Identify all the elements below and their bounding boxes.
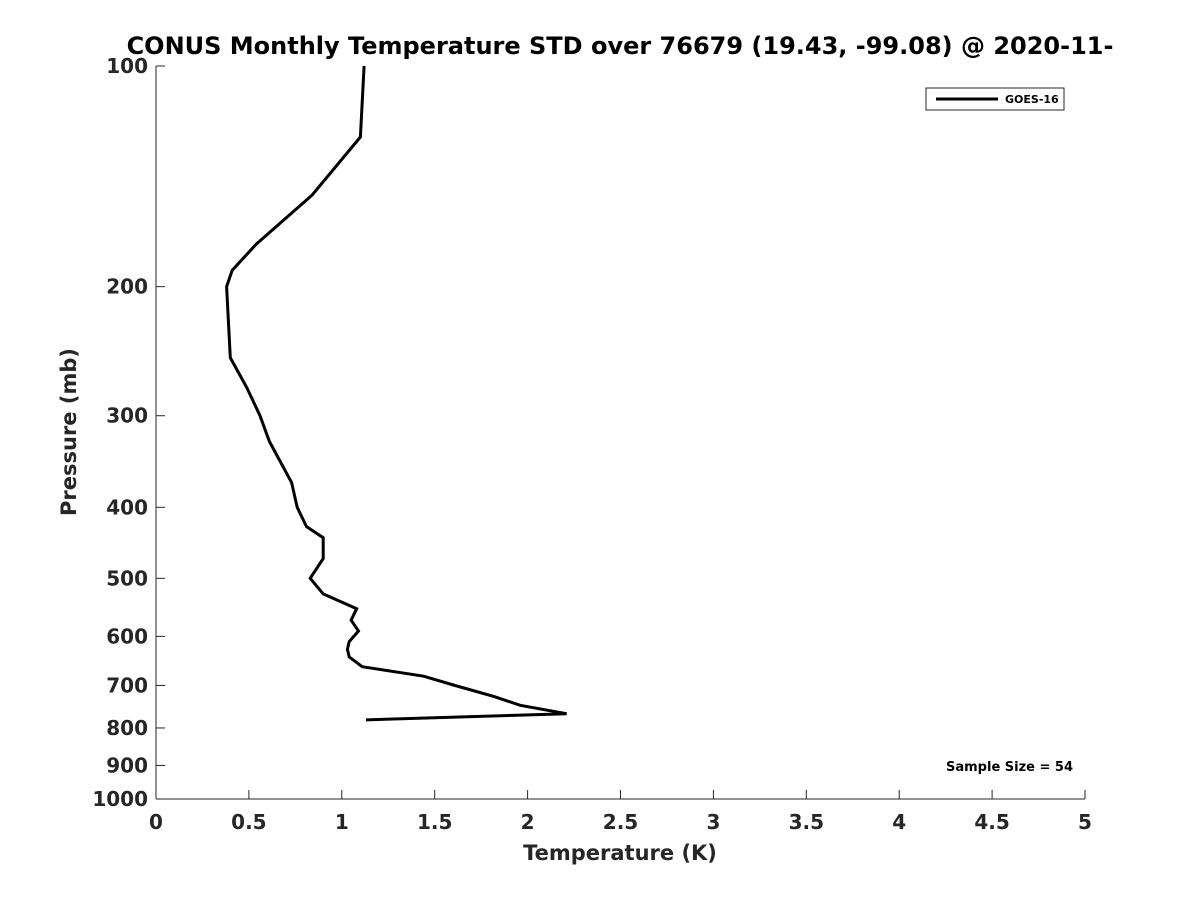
- y-axis-ticks: 100 200 300 400 500 600 700 800 900 1000: [92, 54, 165, 811]
- x-tick-label: 2.5: [603, 810, 638, 834]
- y-tick-label: 800: [106, 716, 148, 740]
- y-tick-label: 600: [106, 624, 148, 648]
- x-tick-label: 2: [521, 810, 535, 834]
- y-axis-title: Pressure (mb): [57, 348, 81, 516]
- x-tick-label: 4.5: [974, 810, 1009, 834]
- y-tick-label: 900: [106, 753, 148, 777]
- y-tick-label: 400: [106, 495, 148, 519]
- series-layer: [225, 65, 567, 722]
- x-tick-label: 0: [149, 810, 163, 834]
- x-tick-label: 3: [706, 810, 720, 834]
- y-tick-label: 700: [106, 673, 148, 697]
- x-axis-title: Temperature (K): [523, 841, 717, 865]
- y-tick-label: 300: [106, 404, 148, 428]
- x-tick-label: 1.5: [417, 810, 452, 834]
- x-tick-label: 1: [335, 810, 349, 834]
- legend-label-goes-16: GOES-16: [1005, 93, 1059, 106]
- x-axis-ticks: 0 0.5 1 1.5 2 2.5 3 3.5 4 4.5 5: [149, 790, 1092, 834]
- x-tick-label: 0.5: [231, 810, 266, 834]
- legend: GOES-16: [925, 87, 1065, 111]
- x-tick-label: 5: [1078, 810, 1092, 834]
- x-tick-label: 3.5: [789, 810, 824, 834]
- series-line-goes-16: [225, 65, 567, 722]
- y-tick-label: 1000: [92, 787, 148, 811]
- chart-title: CONUS Monthly Temperature STD over 76679…: [127, 32, 1114, 60]
- sample-size-annotation: Sample Size = 54: [946, 760, 1073, 775]
- x-tick-label: 4: [892, 810, 906, 834]
- y-tick-label: 100: [106, 54, 148, 78]
- y-tick-label: 500: [106, 566, 148, 590]
- y-tick-label: 200: [106, 275, 148, 299]
